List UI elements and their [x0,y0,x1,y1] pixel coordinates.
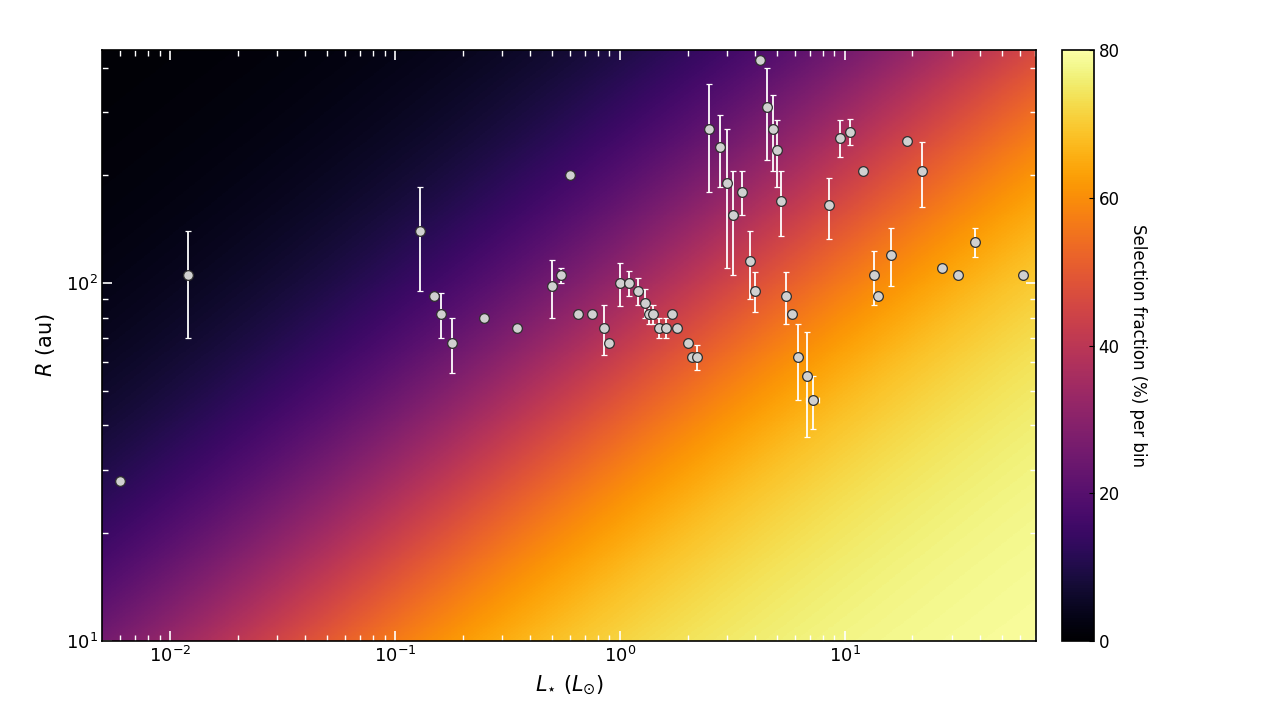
X-axis label: $L_{\star}$ ($L_{\odot}$): $L_{\star}$ ($L_{\odot}$) [535,674,604,697]
Y-axis label: $R$ (au): $R$ (au) [35,314,58,377]
Y-axis label: Selection fraction (%) per bin: Selection fraction (%) per bin [1129,224,1147,467]
